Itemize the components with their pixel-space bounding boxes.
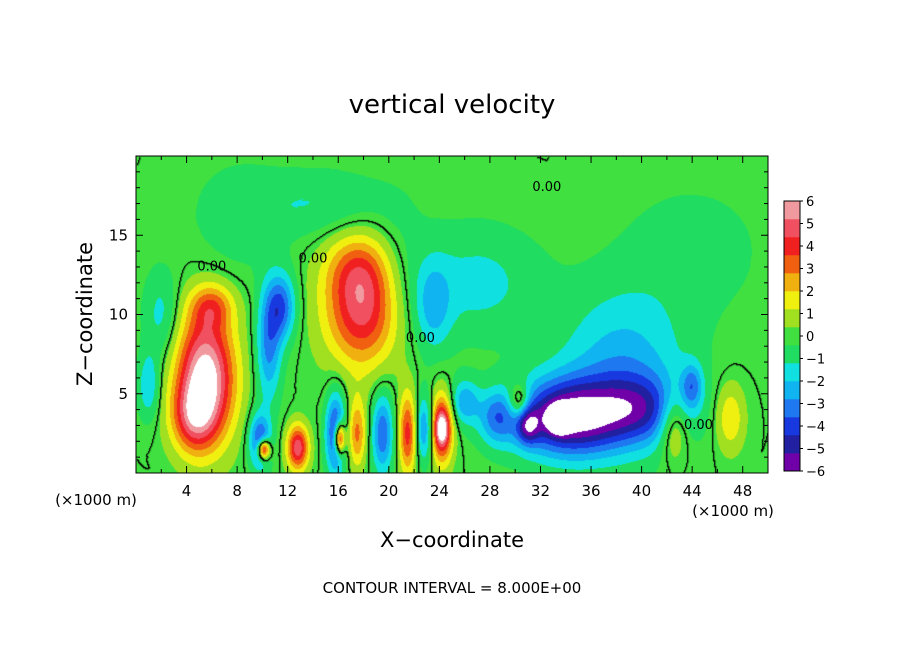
colorbar-label-7: −1: [806, 353, 825, 368]
velocity-field: [136, 156, 768, 473]
x-tick-label-28: 28: [480, 482, 499, 500]
x-unit-left: (×1000 m): [55, 491, 137, 509]
colorbar-swatch-13: [784, 219, 800, 238]
colorbar-swatch-14: [784, 201, 800, 220]
colorbar: 6 5 4 3 2 1 0 −1 −2 −3 −4 −5 −6: [783, 195, 825, 480]
x-tick-label-32: 32: [531, 482, 550, 500]
colorbar-label-4: 2: [806, 285, 814, 300]
colorbar-label-2: 4: [806, 240, 814, 255]
x-tick-label-40: 40: [632, 482, 651, 500]
x-tick-label-20: 20: [379, 482, 398, 500]
y-axis-label: Z−coordinate: [73, 242, 97, 386]
colorbar-label-11: −5: [806, 443, 825, 458]
x-tick-label-8: 8: [232, 482, 242, 500]
contour-label-1: 0.00: [298, 252, 327, 267]
colorbar-swatch-3: [784, 399, 800, 418]
y-tick-label-5: 5: [118, 385, 128, 403]
plot-area: 0.00 0.00 0.00 0.00 0.00: [135, 155, 769, 474]
colorbar-swatch-4: [784, 381, 800, 400]
colorbar-label-10: −4: [806, 420, 825, 435]
x-axis: 4 8 12 16 20 24 28 32 36 40 44 48: [160, 156, 752, 500]
x-tick-label-48: 48: [733, 482, 752, 500]
colorbar-swatch-0: [784, 453, 800, 472]
y-axis: 5 10 15: [109, 171, 768, 458]
x-tick-label-4: 4: [182, 482, 192, 500]
contour-interval-footer: CONTOUR INTERVAL = 8.000E+00: [323, 579, 582, 597]
colorbar-swatch-7: [784, 327, 800, 346]
x-tick-label-12: 12: [278, 482, 297, 500]
colorbar-swatch-10: [784, 273, 800, 292]
chart-title: vertical velocity: [349, 90, 556, 120]
x-unit-right: (×1000 m): [692, 502, 774, 520]
colorbar-label-9: −3: [806, 398, 825, 413]
colorbar-label-5: 1: [806, 308, 814, 323]
contour-label-0: 0.00: [197, 259, 226, 274]
x-tick-label-16: 16: [329, 482, 348, 500]
x-tick-label-44: 44: [683, 482, 702, 500]
colorbar-label-12: −6: [806, 465, 825, 480]
colorbar-label-6: 0: [806, 330, 814, 345]
x-tick-label-24: 24: [430, 482, 449, 500]
contour-labels: 0.00 0.00 0.00 0.00 0.00: [197, 180, 713, 433]
contour-label-2: 0.00: [406, 331, 435, 346]
x-tick-label-36: 36: [581, 482, 600, 500]
colorbar-swatch-5: [784, 363, 800, 382]
y-tick-label-10: 10: [109, 306, 128, 324]
colorbar-swatch-9: [784, 291, 800, 310]
colorbar-swatch-12: [784, 237, 800, 256]
colorbar-label-1: 5: [806, 218, 814, 233]
contour-label-4: 0.00: [684, 418, 713, 433]
colorbar-swatch-2: [784, 417, 800, 436]
y-tick-label-15: 15: [109, 226, 128, 244]
colorbar-label-8: −2: [806, 375, 825, 390]
colorbar-swatch-8: [784, 309, 800, 328]
colorbar-label-3: 3: [806, 263, 814, 278]
colorbar-swatch-6: [784, 345, 800, 364]
colorbar-swatch-11: [784, 255, 800, 274]
colorbar-swatch-1: [784, 435, 800, 454]
colorbar-label-0: 6: [806, 195, 814, 210]
contour-label-3: 0.00: [532, 180, 561, 195]
x-axis-label: X−coordinate: [380, 528, 524, 552]
